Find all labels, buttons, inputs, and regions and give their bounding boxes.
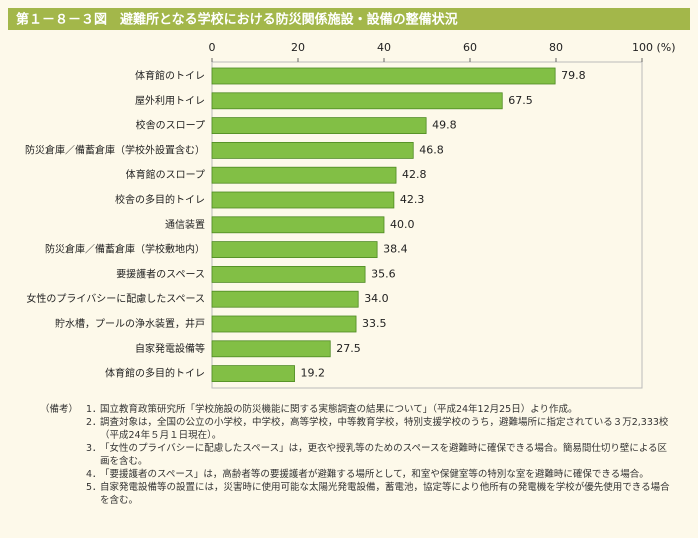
bar bbox=[211, 117, 427, 134]
x-tick-label: 20 bbox=[291, 41, 305, 54]
note-txt: 「女性のプライバシーに配慮したスペース」は，更衣や授乳等のためのスペースを避難時… bbox=[100, 443, 668, 467]
y-tick-label: 校舎の多目的トイレ bbox=[115, 193, 205, 206]
value-label: 38.4 bbox=[383, 243, 408, 256]
note-txt: 国立教育政策研究所「学校施設の防災機能に関する実態調査の結果について」（平成24… bbox=[100, 404, 578, 415]
x-tick-label: 80 bbox=[549, 41, 563, 54]
y-tick-label: 女性のプライバシーに配慮したスペース bbox=[26, 292, 205, 305]
value-label: 19.2 bbox=[301, 367, 326, 380]
note-lab bbox=[40, 442, 86, 468]
bar bbox=[211, 265, 366, 283]
note-row: 4． 「要援護者のスペース」は，高齢者等の要援護者が避難する場所として，和室や保健… bbox=[40, 468, 670, 481]
y-tick-label: 体育館のスロープ bbox=[126, 168, 205, 181]
bar bbox=[211, 67, 556, 85]
y-tick-label: 要援護者のスペース bbox=[116, 267, 205, 280]
note-row: （備考） 1． 国立教育政策研究所「学校施設の防災機能に関する実態調査の結果について… bbox=[40, 403, 670, 416]
note-row: 2． 調査対象は，全国の公立の小学校，中学校，高等学校，中等教育学校，特別支援学校… bbox=[40, 416, 670, 442]
title-bar bbox=[8, 8, 690, 30]
note-num: 1． bbox=[86, 404, 102, 415]
bar bbox=[211, 92, 503, 110]
bar bbox=[211, 365, 295, 383]
note-num: 3． bbox=[86, 443, 102, 454]
y-tick-label: 自家発電設備等 bbox=[135, 342, 205, 355]
bar bbox=[211, 340, 331, 358]
y-tick-label: 防災倉庫／備蓄倉庫（学校敷地内） bbox=[45, 243, 205, 256]
value-label: 67.5 bbox=[508, 94, 533, 107]
value-label: 35.6 bbox=[371, 267, 396, 280]
value-label: 42.3 bbox=[400, 193, 425, 206]
x-tick-label: 100 (%) bbox=[632, 41, 676, 54]
value-label: 34.0 bbox=[364, 292, 389, 305]
value-label: 27.5 bbox=[336, 342, 361, 355]
y-tick-label: 貯水槽，プールの浄水装置，井戸 bbox=[55, 317, 205, 330]
y-tick-label: 校舎のスロープ bbox=[136, 119, 205, 132]
note-num: 4． bbox=[86, 469, 102, 480]
x-tick-label: 40 bbox=[377, 41, 391, 54]
bar bbox=[211, 216, 385, 234]
x-tick-label: 60 bbox=[463, 41, 477, 54]
x-tick-label: 0 bbox=[209, 41, 216, 54]
value-label: 42.8 bbox=[402, 168, 427, 181]
bar bbox=[211, 191, 395, 209]
value-label: 33.5 bbox=[362, 317, 387, 330]
value-label: 46.8 bbox=[419, 143, 444, 156]
note-row: 3． 「女性のプライバシーに配慮したスペース」は，更衣や授乳等のためのスペースを避… bbox=[40, 442, 670, 468]
note-txt: 調査対象は，全国の公立の小学校，中学校，高等学校，中等教育学校，特別支援学校のう… bbox=[100, 417, 669, 441]
bar bbox=[211, 241, 378, 259]
value-label: 49.8 bbox=[432, 119, 457, 132]
note-txt: 自家発電設備等の設置には，災害時に使用可能な太陽光発電設備，蓄電池，協定等により… bbox=[100, 482, 670, 506]
note-lab bbox=[40, 481, 86, 507]
chart-title: 第１－８－３図 避難所となる学校における防災関係施設・設備の整備状況 bbox=[16, 12, 458, 28]
y-tick-label: 体育館の多目的トイレ bbox=[105, 367, 205, 380]
note-lab: （備考） bbox=[40, 404, 79, 415]
note-row: 5． 自家発電設備等の設置には，災害時に使用可能な太陽光発電設備，蓄電池，協定等に… bbox=[40, 481, 670, 507]
y-tick-label: 通信装置 bbox=[165, 218, 205, 231]
y-tick-label: 屋外利用トイレ bbox=[135, 95, 205, 107]
note-lab bbox=[40, 468, 86, 481]
note-lab bbox=[40, 416, 86, 442]
chart: 第１－８－３図 避難所となる学校における防災関係施設・設備の整備状況 0 20 40… bbox=[8, 8, 690, 389]
bar bbox=[211, 290, 359, 308]
bar bbox=[211, 315, 357, 333]
value-label: 40.0 bbox=[390, 218, 415, 231]
value-label: 79.8 bbox=[561, 69, 586, 82]
y-tick-label: 防災倉庫／備蓄倉庫（学校外設置含む） bbox=[25, 143, 205, 156]
y-tick-label: 体育館のトイレ bbox=[135, 69, 205, 82]
bar bbox=[211, 166, 397, 184]
note-txt: 「要援護者のスペース」は，高齢者等の要援護者が避難する場所として，和室や保健室等… bbox=[100, 469, 649, 480]
note-num: 2． bbox=[86, 417, 102, 428]
notes: （備考） 1． 国立教育政策研究所「学校施設の防災機能に関する実態調査の結果について… bbox=[40, 403, 670, 507]
bar bbox=[211, 141, 414, 159]
note-num: 5． bbox=[86, 482, 102, 493]
